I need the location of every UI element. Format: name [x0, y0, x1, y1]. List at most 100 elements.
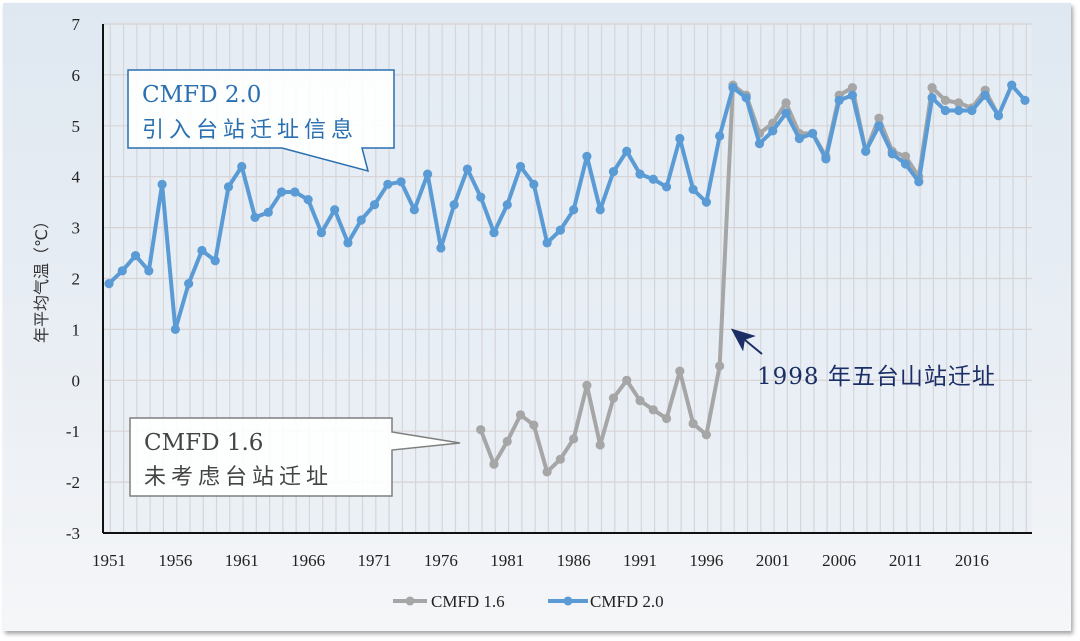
x-tick-label: 1971	[358, 551, 392, 570]
data-point	[874, 121, 884, 131]
data-point	[303, 195, 313, 205]
data-point	[661, 182, 672, 192]
data-point	[330, 205, 340, 215]
data-point	[104, 278, 114, 289]
data-point	[595, 205, 605, 215]
callout-cmfd16: CMFD 1.6 未考虑台站迁址	[129, 417, 461, 497]
data-point	[529, 179, 539, 189]
data-point	[927, 93, 937, 103]
callout-cmfd20-title: CMFD 2.0	[142, 82, 261, 108]
y-tick-label: 1	[72, 320, 81, 339]
data-point	[688, 418, 698, 429]
data-point	[569, 205, 579, 215]
y-tick-label: 4	[72, 168, 81, 187]
data-point	[675, 133, 685, 144]
y-tick-label: 0	[72, 371, 81, 390]
x-tick-label: 2016	[955, 551, 989, 570]
x-tick-label: 1951	[92, 551, 126, 570]
data-point	[940, 105, 950, 116]
x-tick-label: 1981	[490, 551, 524, 570]
legend-label-cmfd16: CMFD 1.6	[431, 592, 505, 611]
data-point	[356, 215, 366, 225]
data-point	[794, 133, 804, 144]
data-point	[954, 98, 964, 108]
y-tick-label: -3	[66, 524, 80, 543]
data-point	[276, 187, 287, 197]
series-layer	[104, 80, 1030, 477]
legend-label-cmfd20: CMFD 2.0	[590, 592, 664, 611]
data-point	[582, 151, 592, 161]
data-point	[462, 164, 473, 174]
data-point	[396, 177, 406, 187]
data-point	[1007, 80, 1017, 90]
data-point	[223, 182, 234, 192]
data-point	[569, 434, 579, 444]
series-cmfd-2-0	[104, 80, 1030, 334]
legend-marker-cmfd20	[563, 596, 573, 606]
data-point	[900, 151, 911, 161]
data-point	[847, 90, 858, 100]
data-point	[781, 108, 791, 118]
x-tick-label: 1986	[557, 551, 591, 570]
data-point	[821, 154, 831, 164]
data-point	[170, 324, 180, 334]
data-point	[648, 405, 658, 415]
data-point	[940, 95, 950, 105]
data-point	[144, 266, 154, 276]
data-point	[741, 93, 751, 103]
legend-item-cmfd20[interactable]: CMFD 2.0	[548, 592, 664, 611]
data-point	[555, 454, 565, 464]
data-point	[728, 83, 738, 93]
data-point	[754, 139, 765, 149]
x-tick-label: 1956	[158, 551, 192, 570]
data-point	[701, 430, 711, 440]
data-point	[622, 146, 632, 156]
data-point	[117, 266, 127, 276]
data-point	[715, 361, 725, 371]
data-point	[635, 396, 645, 406]
series-line	[478, 83, 1001, 474]
data-point	[316, 228, 327, 238]
legend-marker-cmfd16	[405, 596, 415, 606]
legend-item-cmfd16[interactable]: CMFD 1.6	[393, 592, 505, 611]
data-point	[608, 167, 619, 177]
x-tick-label: 1996	[689, 551, 723, 570]
data-point	[157, 179, 167, 189]
data-point	[608, 393, 619, 403]
data-point	[914, 177, 924, 187]
callout-cmfd20-desc: 引入台站迁址信息	[142, 118, 358, 143]
data-point	[980, 90, 990, 100]
x-tick-label: 1991	[623, 551, 657, 570]
x-tick-label: 1961	[225, 551, 259, 570]
callout-cmfd20: CMFD 2.0 引入台站迁址信息	[127, 69, 395, 173]
y-tick-label: 6	[72, 66, 81, 85]
y-tick-label: 3	[72, 219, 81, 238]
data-point	[595, 440, 605, 450]
data-point	[927, 83, 937, 93]
data-point	[130, 250, 141, 261]
data-point	[436, 243, 446, 253]
data-point	[237, 161, 247, 172]
x-tick-label: 1976	[424, 551, 458, 570]
data-point	[542, 467, 552, 477]
data-point	[502, 436, 512, 446]
x-tick-label: 1966	[291, 551, 325, 570]
data-point	[409, 205, 419, 215]
data-point	[515, 410, 526, 420]
data-point	[489, 459, 499, 469]
data-point	[489, 228, 499, 238]
data-point	[383, 179, 393, 189]
data-point	[476, 425, 486, 435]
arrow-icon	[730, 328, 763, 355]
data-point	[263, 207, 273, 217]
relocation-annotation: 1998 年五台山站迁址	[730, 328, 995, 390]
data-point	[834, 95, 844, 105]
data-point	[768, 126, 778, 136]
data-point	[807, 128, 818, 139]
data-point	[635, 169, 645, 179]
y-tick-label: -2	[66, 473, 80, 492]
data-point	[861, 146, 871, 156]
data-point	[542, 238, 552, 248]
data-point	[781, 98, 791, 108]
data-point	[197, 245, 207, 256]
